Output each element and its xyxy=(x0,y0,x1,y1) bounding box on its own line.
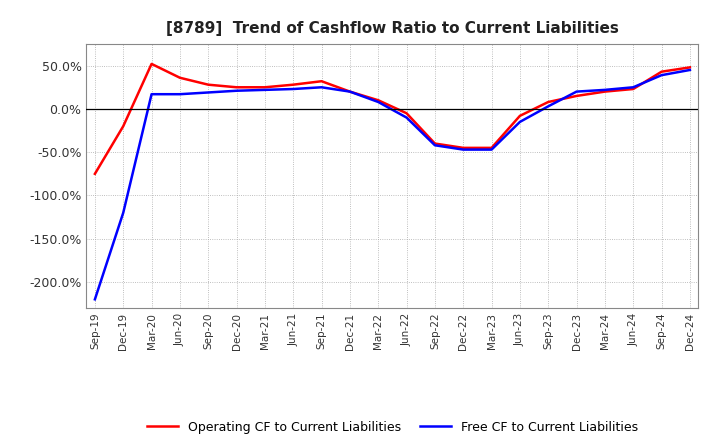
Free CF to Current Liabilities xyxy=(204,90,212,95)
Operating CF to Current Liabilities xyxy=(204,82,212,87)
Free CF to Current Liabilities xyxy=(148,92,156,97)
Operating CF to Current Liabilities xyxy=(402,110,411,116)
Line: Free CF to Current Liabilities: Free CF to Current Liabilities xyxy=(95,70,690,299)
Free CF to Current Liabilities xyxy=(261,87,269,92)
Free CF to Current Liabilities xyxy=(431,143,439,148)
Operating CF to Current Liabilities xyxy=(318,79,326,84)
Operating CF to Current Liabilities xyxy=(261,84,269,90)
Operating CF to Current Liabilities xyxy=(374,98,382,103)
Free CF to Current Liabilities xyxy=(402,115,411,120)
Free CF to Current Liabilities xyxy=(600,87,609,92)
Title: [8789]  Trend of Cashflow Ratio to Current Liabilities: [8789] Trend of Cashflow Ratio to Curren… xyxy=(166,21,618,36)
Operating CF to Current Liabilities xyxy=(685,65,694,70)
Free CF to Current Liabilities xyxy=(374,99,382,105)
Free CF to Current Liabilities xyxy=(233,88,241,93)
Free CF to Current Liabilities xyxy=(346,89,354,94)
Operating CF to Current Liabilities xyxy=(600,89,609,94)
Line: Operating CF to Current Liabilities: Operating CF to Current Liabilities xyxy=(95,64,690,174)
Operating CF to Current Liabilities xyxy=(572,93,581,99)
Free CF to Current Liabilities xyxy=(487,147,496,152)
Operating CF to Current Liabilities xyxy=(516,113,524,118)
Free CF to Current Liabilities xyxy=(516,119,524,125)
Operating CF to Current Liabilities xyxy=(346,89,354,94)
Free CF to Current Liabilities xyxy=(91,297,99,302)
Operating CF to Current Liabilities xyxy=(629,86,637,92)
Free CF to Current Liabilities xyxy=(629,84,637,90)
Free CF to Current Liabilities xyxy=(544,104,552,109)
Free CF to Current Liabilities xyxy=(459,147,467,152)
Free CF to Current Liabilities xyxy=(176,92,184,97)
Legend: Operating CF to Current Liabilities, Free CF to Current Liabilities: Operating CF to Current Liabilities, Fre… xyxy=(142,416,643,439)
Free CF to Current Liabilities xyxy=(289,86,297,92)
Operating CF to Current Liabilities xyxy=(487,145,496,150)
Operating CF to Current Liabilities xyxy=(119,124,127,129)
Free CF to Current Liabilities xyxy=(119,210,127,216)
Free CF to Current Liabilities xyxy=(318,84,326,90)
Operating CF to Current Liabilities xyxy=(233,84,241,90)
Operating CF to Current Liabilities xyxy=(657,69,666,74)
Operating CF to Current Liabilities xyxy=(459,145,467,150)
Operating CF to Current Liabilities xyxy=(544,99,552,105)
Operating CF to Current Liabilities xyxy=(91,171,99,176)
Operating CF to Current Liabilities xyxy=(148,61,156,66)
Operating CF to Current Liabilities xyxy=(289,82,297,87)
Free CF to Current Liabilities xyxy=(685,67,694,73)
Free CF to Current Liabilities xyxy=(657,73,666,78)
Free CF to Current Liabilities xyxy=(572,89,581,94)
Operating CF to Current Liabilities xyxy=(176,75,184,81)
Operating CF to Current Liabilities xyxy=(431,141,439,146)
